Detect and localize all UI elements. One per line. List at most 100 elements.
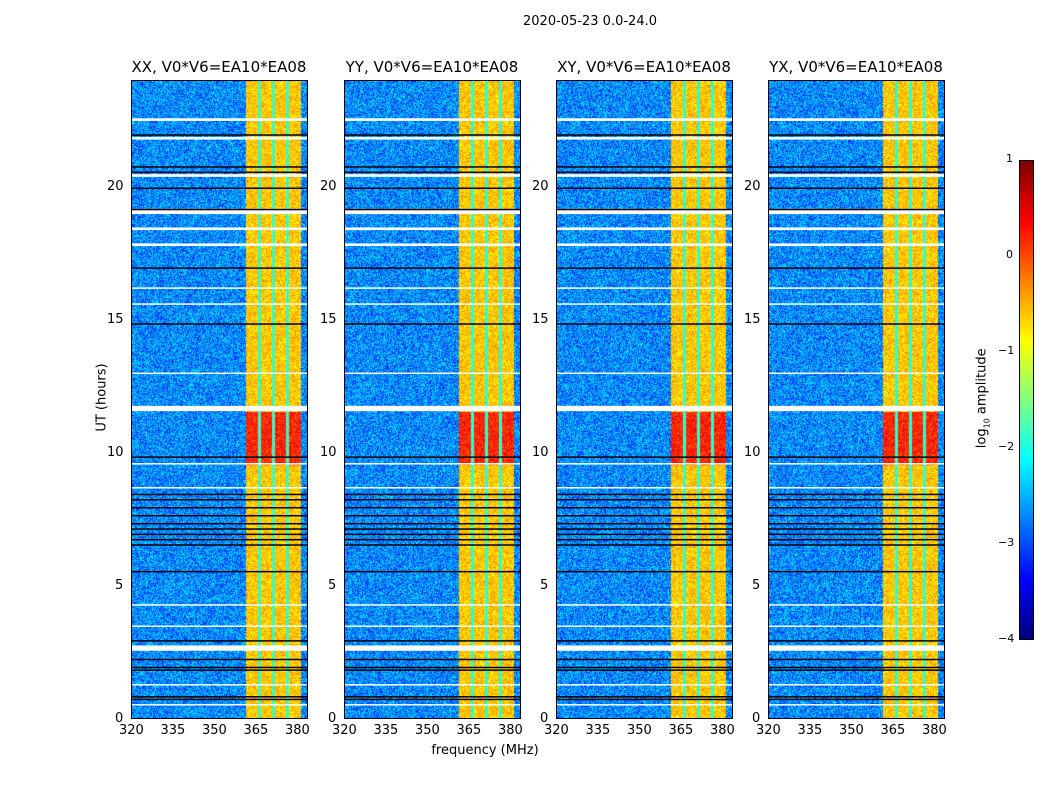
x-tick-label: 365 — [243, 723, 269, 738]
flagged-row-white — [132, 625, 307, 627]
heatmap-cells — [769, 81, 944, 718]
flagged-row-black — [132, 323, 307, 325]
flagged-row-white — [769, 405, 944, 412]
flagged-row-black — [132, 669, 307, 671]
flagged-row-black — [345, 166, 520, 168]
flagged-row-white — [345, 174, 520, 177]
y-tick-label: 20 — [532, 178, 549, 194]
colorbar-tick-label: −1 — [998, 344, 1015, 357]
flagged-row-white — [769, 487, 944, 489]
x-axis-label: frequency (MHz) — [431, 743, 539, 758]
x-tick-label: 335 — [373, 723, 399, 738]
flagged-row-white — [557, 487, 732, 489]
flagged-row-black — [557, 528, 732, 530]
flagged-row-black — [769, 522, 944, 525]
flagged-row-black — [557, 323, 732, 325]
flagged-row-black — [132, 507, 307, 509]
flagged-row-black — [132, 570, 307, 573]
flagged-row-white — [557, 174, 732, 177]
flagged-row-white — [557, 208, 732, 215]
flagged-row-black — [345, 538, 520, 541]
flagged-row-black — [557, 544, 732, 546]
flagged-row-black — [132, 208, 307, 211]
flagged-row-black — [557, 669, 732, 671]
flagged-row-black — [769, 493, 944, 496]
flagged-row-white — [345, 704, 520, 706]
flagged-row-black — [557, 640, 732, 642]
flagged-row-black — [345, 669, 520, 671]
flagged-row-black — [557, 507, 732, 509]
y-tick-label: 15 — [532, 311, 549, 327]
flagged-row-white — [557, 405, 732, 412]
flagged-row-white — [557, 243, 732, 247]
flagged-row-black — [132, 666, 307, 669]
flagged-row-black — [345, 570, 520, 573]
flagged-row-black — [769, 698, 944, 701]
y-tick-label: 20 — [320, 178, 337, 194]
flagged-row-black — [557, 696, 732, 698]
flagged-row-white — [345, 405, 520, 412]
y-tick-label: 15 — [744, 311, 761, 327]
y-tick-label: 15 — [320, 311, 337, 327]
y-tick-label: 10 — [107, 444, 124, 460]
colorbar-gradient — [1020, 161, 1033, 639]
flagged-row-white — [557, 645, 732, 651]
flagged-row-white — [557, 372, 732, 375]
flagged-row-black — [769, 544, 944, 546]
flagged-row-white — [132, 604, 307, 606]
flagged-row-black — [557, 493, 732, 496]
colorbar-label-sub: 10 — [982, 418, 992, 429]
flagged-row-black — [132, 658, 307, 661]
flagged-row-white — [345, 118, 520, 121]
flagged-row-white — [769, 243, 944, 247]
y-tick-label: 10 — [744, 444, 761, 460]
flagged-row-black — [557, 570, 732, 573]
flagged-row-white — [345, 227, 520, 231]
flagged-row-white — [769, 625, 944, 627]
flagged-row-white — [769, 372, 944, 375]
flagged-row-white — [132, 645, 307, 651]
x-tick-label: 320 — [756, 723, 781, 738]
flagged-row-black — [557, 134, 732, 136]
flagged-row-black — [769, 640, 944, 642]
flagged-row-white — [557, 287, 732, 289]
flagged-row-black — [769, 208, 944, 211]
flagged-row-white — [132, 303, 307, 305]
flagged-row-black — [769, 166, 944, 168]
flagged-row-white — [769, 174, 944, 177]
flagged-row-white — [769, 303, 944, 305]
y-tick-label: 5 — [540, 577, 549, 593]
x-tick-label: 335 — [160, 723, 186, 738]
flagged-row-white — [557, 604, 732, 606]
colorbar-tick-label: 1 — [1006, 152, 1013, 165]
flagged-row-black — [769, 533, 944, 536]
y-tick-label: 5 — [115, 577, 124, 593]
flagged-row-white — [769, 704, 944, 706]
flagged-row-white — [345, 463, 520, 465]
flagged-row-black — [345, 696, 520, 698]
flagged-row-black — [557, 698, 732, 701]
x-tick-label: 350 — [414, 723, 440, 738]
flagged-row-black — [345, 533, 520, 536]
flagged-row-black — [557, 171, 732, 174]
colorbar — [1019, 160, 1034, 640]
flagged-row-black — [132, 493, 307, 496]
flagged-row-white — [345, 208, 520, 215]
flagged-row-white — [769, 118, 944, 121]
y-tick-label: 20 — [107, 178, 124, 194]
flagged-row-black — [345, 456, 520, 458]
flagged-row-white — [345, 645, 520, 651]
flagged-row-black — [132, 514, 307, 517]
y-tick-label: 10 — [320, 444, 337, 460]
flagged-row-white — [557, 136, 732, 140]
flagged-row-black — [345, 544, 520, 546]
flagged-row-black — [769, 528, 944, 530]
y-axis-label: UT (hours) — [94, 363, 110, 432]
flagged-row-black — [132, 528, 307, 530]
flagged-row-black — [132, 533, 307, 536]
flagged-row-white — [769, 684, 944, 686]
flagged-row-black — [769, 514, 944, 517]
flagged-row-white — [557, 303, 732, 305]
colorbar-tick-label: −2 — [998, 440, 1015, 453]
x-tick-label: 320 — [544, 723, 569, 738]
